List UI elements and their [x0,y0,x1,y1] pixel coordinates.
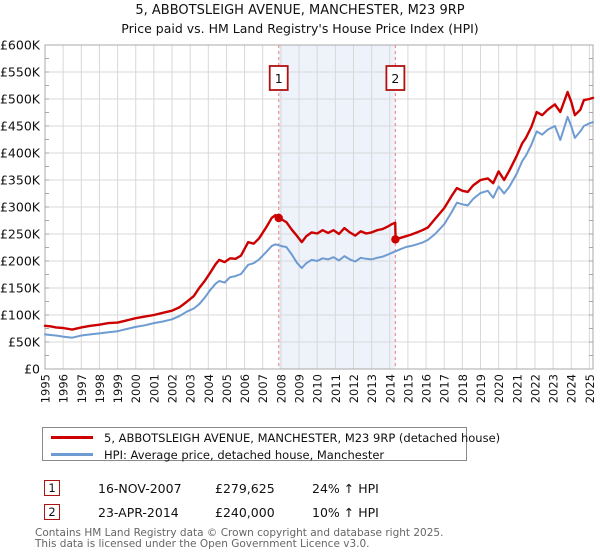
sale-marker-2-badge: 2 [44,504,60,520]
x-axis-year-label: 2012 [347,374,361,403]
license-footer: Contains HM Land Registry data © Crown c… [35,528,443,550]
x-axis-year-label: 2017 [438,374,452,403]
price-history-chart: 1 2 £0 £50K £100K £150K £200K £250K £300K £350K £4… [0,38,597,404]
y-axis-tick-label: £0 [24,362,40,377]
x-axis-year-label: 2016 [420,374,434,403]
x-axis-year-label: 2009 [293,374,307,403]
legend-item-hpi: HPI: Average price, detached house, Manc… [43,447,466,462]
x-axis-year-label: 2018 [456,374,470,403]
x-axis-year-label: 2013 [365,374,379,403]
x-axis-year-label: 2010 [311,374,325,403]
sale-marker-flag-number: 1 [275,71,283,86]
x-axis-year-label: 2007 [256,374,270,403]
x-axis-year-label: 2000 [129,374,143,403]
x-axis-year-label: 2014 [383,374,397,403]
y-axis-tick-label: £450K [0,119,41,134]
x-axis-year-label: 2005 [220,374,234,403]
x-axis-year-label: 2024 [565,374,579,403]
sale-1-price: £279,625 [215,481,275,496]
x-axis-year-label: 1999 [111,374,125,403]
sale-1-vs-hpi: 24% ↑ HPI [312,481,379,496]
x-axis-year-label: 1998 [93,374,107,403]
x-axis-year-label: 2001 [147,374,161,403]
y-axis-tick-label: £400K [0,146,41,161]
y-axis-tick-label: £100K [0,308,41,323]
footer-line-1: Contains HM Land Registry data © Crown c… [35,527,444,539]
footer-line-2: This data is licensed under the Open Gov… [35,538,370,550]
x-axis-year-label: 2002 [166,374,180,403]
y-axis-tick-label: £500K [0,92,41,107]
page-title: 5, ABBOTSLEIGH AVENUE, MANCHESTER, M23 9… [135,3,465,18]
x-axis-year-label: 2022 [528,374,542,403]
plot-border [44,44,594,370]
x-axis-year-label: 1995 [39,374,53,403]
y-axis-tick-label: £150K [0,281,41,296]
sale-2-date: 23-APR-2014 [98,505,179,520]
sale-point-dot [391,235,400,244]
sale-marker-flag-number: 2 [391,71,399,86]
page-subtitle: Price paid vs. HM Land Registry's House … [121,21,479,36]
y-axis-tick-label: £50K [8,335,41,350]
sale-2-price: £240,000 [215,505,275,520]
x-axis-year-label: 2015 [401,374,415,403]
legend-label-property: 5, ABBOTSLEIGH AVENUE, MANCHESTER, M23 9… [104,430,501,445]
x-axis-year-label: 2023 [547,374,561,403]
hpi-line-swatch [51,453,93,456]
y-axis-tick-label: £200K [0,254,41,269]
x-axis-year-label: 2006 [238,374,252,403]
sale-2-vs-hpi: 10% ↑ HPI [312,505,379,520]
legend-label-hpi: HPI: Average price, detached house, Manc… [104,447,385,462]
x-axis-year-label: 1997 [75,374,89,403]
x-axis-year-label: 2025 [583,374,597,403]
y-axis-tick-label: £550K [0,65,41,80]
sale-annotation-row-1: 1 16-NOV-2007 £279,625 24% ↑ HPI [0,480,600,498]
y-axis-tick-label: £300K [0,200,41,215]
x-axis-year-label: 2019 [474,374,488,403]
y-axis-tick-label: £250K [0,227,41,242]
x-axis-year-label: 2008 [274,374,288,403]
sale-marker-1-badge: 1 [44,480,60,496]
sale-1-date: 16-NOV-2007 [98,481,182,496]
x-axis-year-label: 2021 [510,374,524,403]
x-axis-year-label: 2020 [492,374,506,403]
chart-legend: 5, ABBOTSLEIGH AVENUE, MANCHESTER, M23 9… [42,427,500,462]
property-price-line [43,90,595,331]
sale-marker-flag [385,65,406,91]
x-axis-year-label: 2004 [202,374,216,403]
x-axis-year-label: 2011 [329,374,343,403]
x-axis-year-label: 2003 [184,374,198,403]
y-axis-tick-label: £600K [0,38,41,53]
property-line-swatch [51,436,93,439]
sale-annotation-row-2: 2 23-APR-2014 £240,000 10% ↑ HPI [0,504,600,522]
legend-item-property: 5, ABBOTSLEIGH AVENUE, MANCHESTER, M23 9… [43,430,500,445]
y-axis-tick-label: £350K [0,173,41,188]
hpi-average-line [44,115,594,339]
sale-point-dot [274,213,283,223]
sale-marker-flag [268,65,289,91]
x-axis-year-label: 1996 [57,374,71,403]
